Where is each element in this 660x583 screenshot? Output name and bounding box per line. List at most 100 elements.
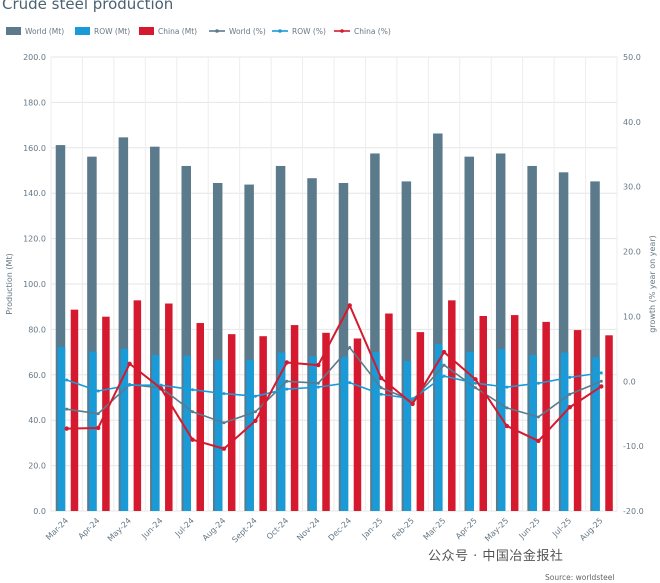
bar-china (510, 315, 519, 511)
line-point (253, 418, 258, 424)
bar-world (55, 145, 66, 512)
legend-label: World (Mt) (25, 27, 64, 36)
x-tick-label: Jul-25 (550, 516, 573, 539)
y2-tick-label: 50.0 (623, 53, 641, 62)
bar-china (196, 323, 204, 511)
bar-china (573, 330, 582, 511)
chart-title: Crude steel production (2, 0, 174, 13)
line-point (316, 381, 320, 385)
bar-china (479, 316, 487, 511)
legend-marker (215, 29, 219, 33)
line-point (599, 379, 603, 383)
line-point (568, 392, 572, 396)
bar-china (290, 325, 299, 511)
y2-tick-label: 20.0 (623, 248, 641, 257)
line-point (95, 425, 101, 431)
legend-label: ROW (Mt) (94, 27, 130, 36)
line-point (65, 378, 69, 382)
legend-label: World (%) (229, 27, 266, 36)
line-point (504, 423, 510, 429)
legend-marker (278, 29, 282, 33)
line-point (253, 394, 257, 398)
line-point (222, 392, 226, 396)
line-point (474, 386, 477, 390)
bar-china (385, 313, 393, 511)
line-point (473, 377, 478, 382)
line-point (474, 381, 477, 385)
lines (64, 303, 604, 451)
line-point (191, 388, 194, 392)
bar-world (495, 153, 506, 511)
y-tick-label: 0.0 (33, 507, 46, 516)
grid (50, 56, 618, 512)
x-tick-label: Oct-24 (265, 516, 290, 541)
bar-china (227, 334, 236, 511)
legend-label: ROW (%) (292, 27, 326, 36)
x-tick-label: Nov-24 (295, 516, 321, 542)
line-point (128, 383, 132, 387)
line-point (222, 421, 226, 425)
line-point (65, 407, 69, 411)
line-point (348, 381, 352, 385)
y-tick-label: 20.0 (28, 462, 46, 471)
x-tick-label: Jun-25 (517, 516, 542, 541)
legend-swatch (6, 27, 21, 35)
line-point (158, 386, 164, 391)
bar-world (590, 181, 600, 511)
line-point (599, 371, 603, 375)
line-point (567, 405, 573, 410)
y-tick-label: 120.0 (23, 235, 46, 244)
line-point (253, 410, 257, 414)
y2-tick-label: 10.0 (623, 312, 641, 321)
bar-world (118, 137, 129, 511)
bar-world (275, 165, 286, 511)
line-point (285, 379, 289, 383)
line-point (191, 410, 194, 414)
line-point (505, 406, 509, 410)
bar-row (246, 359, 254, 511)
x-tick-label: Jun-24 (139, 516, 164, 541)
line-point (96, 412, 100, 416)
bar-china (165, 303, 173, 511)
bar-china (133, 300, 142, 511)
line-point (379, 392, 383, 396)
y2-tick-label: -20.0 (623, 507, 644, 516)
legend-swatch (75, 27, 90, 35)
line-point (599, 384, 604, 389)
bar-china (416, 332, 425, 511)
line-point (190, 437, 195, 442)
x-tick-label: May-24 (106, 516, 133, 543)
line-point (568, 375, 572, 379)
bar-row (466, 351, 474, 511)
y-tick-label: 80.0 (28, 325, 46, 334)
legend: World (Mt) ROW (Mt) China (Mt) World (%) ROW… (6, 27, 391, 36)
bar-world (338, 182, 349, 512)
x-tick-label: Mar-25 (422, 516, 448, 542)
bar-china (605, 335, 613, 511)
bar-world (464, 156, 474, 511)
line-point (441, 349, 447, 355)
line-point (127, 361, 132, 366)
y-tick-label: 60.0 (28, 371, 46, 380)
line-point (316, 362, 321, 368)
y2-tick-label: 30.0 (623, 183, 641, 192)
line-point (285, 387, 289, 391)
bar-world (307, 178, 317, 511)
line-point (348, 346, 352, 350)
x-tick-label: Jan-25 (360, 516, 385, 541)
bar-world (87, 156, 97, 511)
watermark: 公众号 · 中国冶金报社 (428, 549, 564, 564)
bar-row (340, 356, 349, 511)
bar-china (448, 300, 456, 511)
source-note: Source: worldsteel (545, 573, 615, 582)
bar-row (497, 349, 506, 511)
x-tick-label: May-25 (483, 516, 510, 543)
line-world (66, 346, 602, 424)
bar-row (120, 348, 129, 511)
line-point (505, 385, 509, 389)
bar-row (309, 356, 317, 511)
x-tick-label: Dec-24 (327, 516, 354, 543)
bar-row (403, 360, 412, 511)
bar-row (372, 352, 380, 511)
y-tick-label: 40.0 (28, 416, 46, 425)
